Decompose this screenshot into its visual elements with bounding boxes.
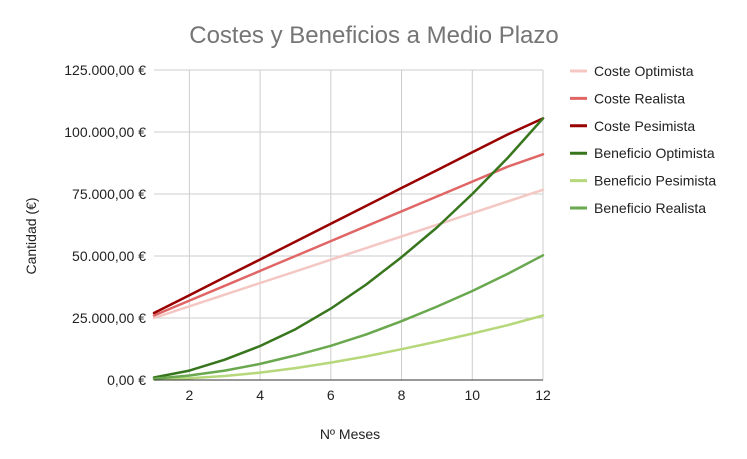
series-line-coste-pesimista	[152, 117, 545, 315]
x-tick-label: 6	[327, 387, 335, 403]
legend-label-coste-optimista: Coste Optimista	[594, 63, 694, 79]
x-tick-label: 8	[398, 387, 406, 403]
series-line-beneficio-realista	[152, 254, 545, 381]
y-tick-label: 125.000,00 €	[64, 62, 146, 78]
legend-label-beneficio-optimista: Beneficio Optimista	[594, 145, 715, 161]
y-tick-label: 75.000,00 €	[72, 186, 146, 202]
y-tick-label: 25.000,00 €	[72, 310, 146, 326]
y-axis-label: Cantidad (€)	[23, 197, 39, 274]
x-axis-label: Nº Meses	[320, 426, 380, 442]
y-tick-label: 100.000,00 €	[64, 124, 146, 140]
series-line-coste-realista	[152, 153, 545, 317]
legend: Coste Optimista Coste Realista Coste Pesim…	[570, 63, 716, 216]
legend-label-beneficio-pesimista: Beneficio Pesimista	[594, 173, 716, 189]
legend-label-beneficio-realista: Beneficio Realista	[594, 200, 706, 216]
tick-layer: 0,00 € 25.000,00 € 50.000,00 € 75.000,00 € 1…	[64, 62, 551, 403]
y-tick-label: 0,00 €	[107, 372, 146, 388]
legend-label-coste-pesimista: Coste Pesimista	[594, 118, 695, 134]
series-line-beneficio-pesimista	[152, 314, 545, 381]
legend-label-coste-realista: Coste Realista	[594, 90, 685, 106]
grid-layer	[154, 69, 544, 380]
series-layer	[152, 117, 545, 381]
x-tick-label: 12	[535, 387, 551, 403]
x-tick-label: 10	[464, 387, 480, 403]
series-line-beneficio-optimista	[152, 117, 545, 379]
series-line-coste-optimista	[152, 188, 545, 320]
y-tick-label: 50.000,00 €	[72, 248, 146, 264]
chart-title: Costes y Beneficios a Medio Plazo	[189, 22, 559, 49]
x-tick-label: 2	[185, 387, 193, 403]
x-tick-label: 4	[256, 387, 264, 403]
